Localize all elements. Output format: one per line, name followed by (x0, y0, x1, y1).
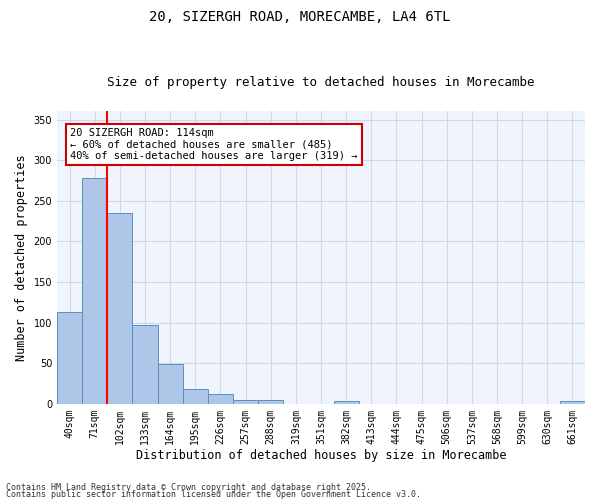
Bar (107, 213, 133, 404)
Title: Size of property relative to detached houses in Morecambe: Size of property relative to detached ho… (107, 76, 535, 90)
Y-axis label: Number of detached properties: Number of detached properties (15, 154, 28, 361)
Bar (233, 400, 258, 404)
Bar (57, 312, 82, 404)
X-axis label: Distribution of detached houses by size in Morecambe: Distribution of detached houses by size … (136, 450, 506, 462)
Bar (208, 394, 233, 404)
Bar (560, 402, 585, 404)
Bar (258, 400, 283, 404)
Text: 20, SIZERGH ROAD, MORECAMBE, LA4 6TL: 20, SIZERGH ROAD, MORECAMBE, LA4 6TL (149, 10, 451, 24)
Text: Contains public sector information licensed under the Open Government Licence v3: Contains public sector information licen… (6, 490, 421, 499)
Bar (334, 400, 359, 404)
Bar (183, 389, 208, 404)
Bar (82, 178, 107, 404)
Bar (158, 364, 183, 404)
Bar (133, 325, 158, 404)
Text: Contains HM Land Registry data © Crown copyright and database right 2025.: Contains HM Land Registry data © Crown c… (6, 484, 371, 492)
Text: 20 SIZERGH ROAD: 114sqm
← 60% of detached houses are smaller (485)
40% of semi-d: 20 SIZERGH ROAD: 114sqm ← 60% of detache… (70, 128, 358, 161)
